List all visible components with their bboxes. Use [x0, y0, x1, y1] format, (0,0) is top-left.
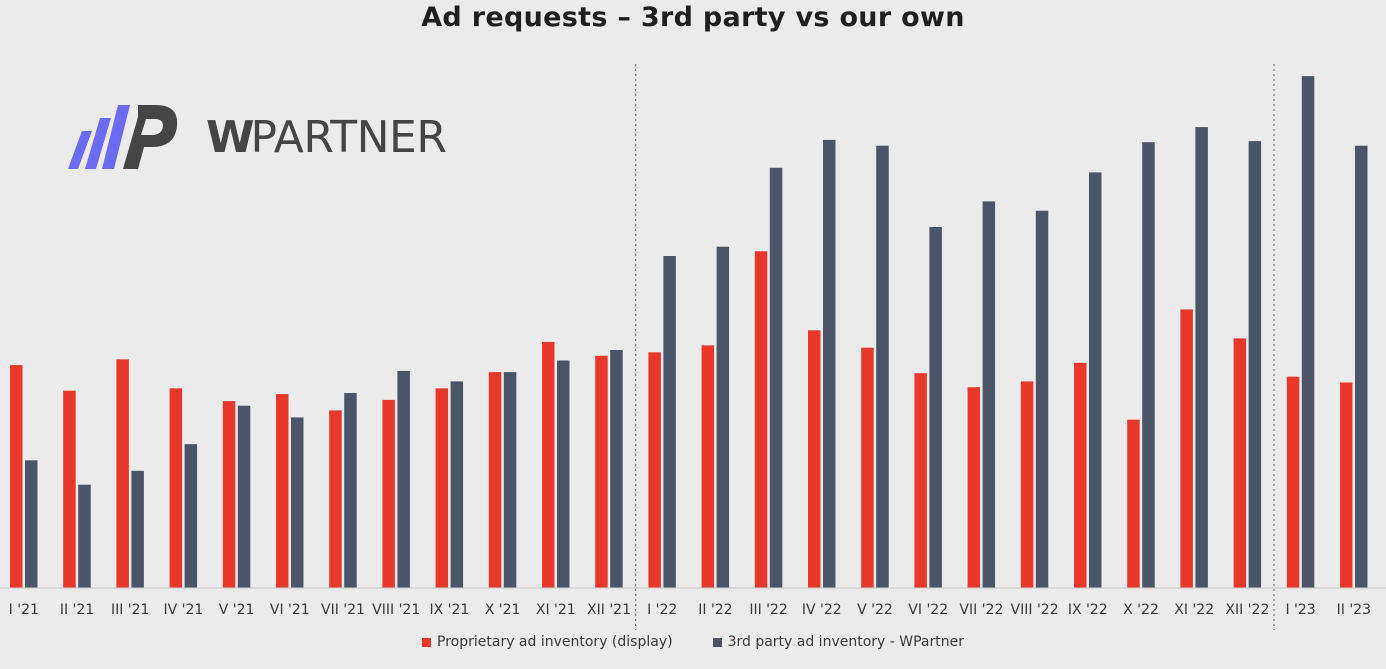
x-tick-label: IV '21 [163, 602, 203, 618]
bar-proprietary-15 [754, 251, 768, 589]
x-tick-label: II '23 [1337, 602, 1371, 618]
x-tick-label: V '21 [219, 602, 255, 618]
x-tick-label: X '21 [485, 602, 521, 618]
bar-proprietary-14 [701, 345, 715, 588]
bar-third-party-16 [823, 139, 836, 588]
bar-third-party-22 [1142, 142, 1155, 588]
bar-proprietary-1 [10, 365, 23, 588]
bar-proprietary-21 [1074, 362, 1087, 588]
legend-swatch-proprietary [422, 637, 432, 647]
bar-third-party-23 [1195, 127, 1208, 588]
bar-proprietary-24 [1233, 338, 1247, 588]
wpartner-logo-mark [68, 105, 178, 169]
bar-third-party-24 [1248, 141, 1262, 588]
legend: Proprietary ad inventory (display) 3rd p… [0, 634, 1386, 650]
legend-swatch-third-party [712, 637, 722, 647]
bar-proprietary-7 [329, 410, 342, 588]
bar-third-party-9 [450, 381, 464, 588]
bar-third-party-2 [78, 484, 91, 588]
x-tick-label: I '22 [647, 602, 677, 618]
bar-third-party-1 [25, 460, 38, 588]
logo-text-w: W [206, 111, 255, 163]
bar-proprietary-13 [648, 352, 661, 588]
x-tick-label: IX '22 [1068, 602, 1108, 618]
bar-proprietary-8 [382, 399, 395, 588]
bar-third-party-12 [610, 350, 623, 588]
bar-third-party-11 [557, 360, 570, 588]
bar-third-party-20 [1035, 210, 1049, 588]
bar-third-party-26 [1355, 145, 1368, 588]
bar-third-party-15 [769, 167, 783, 589]
bar-proprietary-10 [488, 372, 502, 588]
bar-third-party-18 [929, 227, 942, 588]
x-tick-label: I '21 [9, 602, 39, 618]
legend-item-proprietary: Proprietary ad inventory (display) [422, 634, 673, 650]
x-tick-label: XII '22 [1225, 602, 1269, 618]
bar-proprietary-9 [435, 388, 449, 588]
x-tick-label: IV '22 [802, 602, 842, 618]
x-tick-label: XII '21 [587, 602, 631, 618]
x-tick-label: II '21 [60, 602, 94, 618]
bar-proprietary-22 [1127, 419, 1140, 588]
bar-third-party-19 [982, 201, 996, 588]
bar-proprietary-16 [808, 330, 821, 588]
x-tick-label: III '22 [749, 602, 788, 618]
bar-proprietary-11 [542, 341, 555, 588]
bar-proprietary-17 [861, 347, 874, 588]
bar-third-party-4 [184, 444, 198, 588]
wpartner-logo: WPARTNER [66, 103, 447, 171]
x-tick-label: XI '22 [1174, 602, 1214, 618]
logo-text-partner: PARTNER [250, 111, 447, 163]
bar-third-party-17 [876, 145, 889, 588]
bar-proprietary-23 [1180, 309, 1193, 588]
bar-proprietary-6 [276, 394, 289, 588]
x-tick-label: VIII '22 [1011, 602, 1059, 618]
bar-third-party-14 [716, 246, 730, 588]
bar-third-party-3 [131, 470, 144, 588]
bar-third-party-6 [291, 417, 304, 588]
bar-proprietary-4 [169, 388, 183, 588]
x-tick-label: V '22 [857, 602, 893, 618]
x-tick-label: VI '21 [270, 602, 310, 618]
legend-label-proprietary: Proprietary ad inventory (display) [437, 634, 673, 650]
x-tick-label: III '21 [111, 602, 150, 618]
x-tick-labels: I '21 II '21 III '21 IV '21 V '21 VI '21 VII '… [9, 602, 1371, 618]
bar-proprietary-26 [1340, 382, 1353, 588]
bar-proprietary-2 [63, 390, 76, 588]
legend-label-third-party: 3rd party ad inventory - WPartner [727, 634, 964, 650]
x-tick-label: II '22 [698, 602, 732, 618]
x-tick-label: I '23 [1285, 602, 1315, 618]
bar-proprietary-18 [914, 373, 927, 588]
x-tick-label: VI '22 [908, 602, 948, 618]
bar-proprietary-19 [967, 387, 981, 588]
bar-third-party-5 [237, 405, 251, 588]
bar-proprietary-3 [116, 359, 129, 588]
bar-third-party-7 [344, 393, 357, 588]
year-dividers [634, 64, 1275, 630]
x-tick-label: VII '22 [959, 602, 1003, 618]
chart-title: Ad requests – 3rd party vs our own [421, 2, 965, 33]
x-tick-label: XI '21 [536, 602, 576, 618]
bar-third-party-8 [397, 370, 410, 588]
bar-third-party-10 [503, 372, 517, 588]
bar-proprietary-12 [595, 355, 608, 588]
x-tick-label: VIII '21 [372, 602, 420, 618]
bar-third-party-21 [1089, 172, 1102, 588]
bar-third-party-13 [663, 256, 676, 588]
bar-chart: I '21 II '21 III '21 IV '21 V '21 VI '21 VII '… [0, 64, 1386, 630]
bar-third-party-25 [1301, 76, 1315, 588]
bar-proprietary-5 [222, 401, 236, 588]
x-tick-label: IX '21 [429, 602, 469, 618]
wpartner-logo-text: WPARTNER [206, 111, 447, 163]
bars [10, 76, 1368, 589]
bar-proprietary-25 [1286, 376, 1300, 588]
bar-proprietary-20 [1020, 381, 1034, 588]
x-tick-label: X '22 [1123, 602, 1159, 618]
legend-item-third-party: 3rd party ad inventory - WPartner [712, 634, 964, 650]
x-tick-label: VII '21 [321, 602, 365, 618]
